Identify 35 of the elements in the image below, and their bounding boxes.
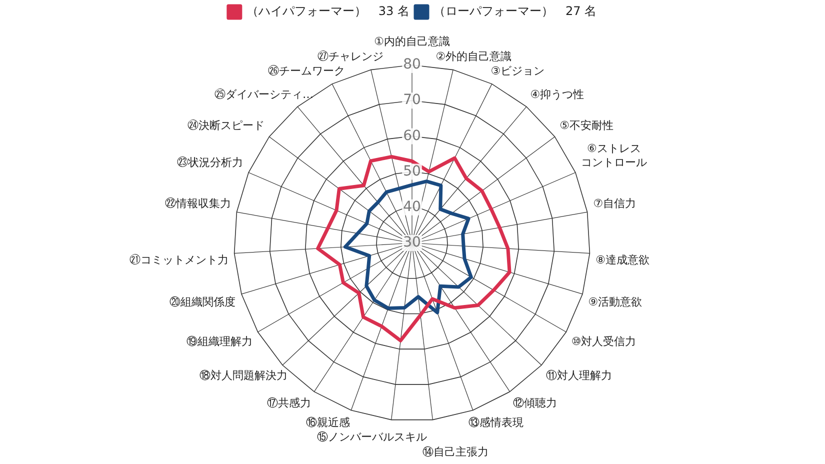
spoke-label: ③ビジョン — [490, 64, 545, 78]
spoke-label: ④抑うつ性 — [530, 88, 584, 101]
spoke-label: ⑪対人理解力 — [546, 369, 612, 382]
spoke-label: ⑤不安耐性 — [560, 118, 614, 132]
legend-label: （ローパフォーマー） 27 名 — [434, 4, 597, 18]
spoke-label: ⑰共感力 — [266, 396, 311, 410]
legend-label: （ハイパフォーマー） 33 名 — [246, 4, 410, 18]
spoke-label: ⑮ノンバーバルスキル — [316, 430, 427, 444]
spoke-label: ㉒情報収集力 — [164, 196, 231, 210]
spoke-label: ㉓状況分析力 — [177, 156, 244, 169]
y-tick-label: 70 — [403, 92, 421, 108]
spoke-label: ⑭自己主張力 — [422, 445, 488, 458]
spoke-label: ⑦自信力 — [593, 196, 636, 210]
spoke-label: ⑬感情表現 — [468, 416, 524, 429]
spoke-label: ㉖チームワーク — [268, 64, 345, 78]
spoke-label: ㉔決断スピード — [187, 118, 264, 132]
spoke-label: ②外的自己意識 — [436, 50, 512, 63]
spoke-label: ⑧達成意欲 — [596, 254, 650, 267]
y-tick-label: 80 — [403, 56, 421, 73]
spoke-label: ⑥ストレスコントロール — [580, 142, 647, 169]
spoke-label: ⑩対人受信力 — [571, 334, 636, 348]
spoke-label: ⑯親近感 — [306, 416, 350, 429]
spoke-label: ㉗チャレンジ — [317, 50, 384, 63]
spoke-label: ⑳組織関係度 — [170, 296, 236, 309]
y-tick-label: 60 — [403, 128, 421, 144]
spoke-label: ⑱対人問題解決力 — [199, 369, 288, 382]
spoke-label: ⑫傾聴力 — [513, 396, 558, 410]
spoke-label: ⑲組織理解力 — [186, 334, 253, 348]
spoke-label: ①内的自己意識 — [374, 34, 450, 48]
spoke-label: ㉕ダイバーシティ… — [214, 88, 314, 101]
spoke-label: ㉑コミットメント力 — [129, 254, 228, 267]
spoke-label: ⑨活動意欲 — [588, 296, 642, 309]
y-tick-label: 30 — [403, 234, 421, 251]
y-tick-label: 50 — [403, 163, 421, 180]
y-tick-label: 40 — [403, 199, 421, 216]
